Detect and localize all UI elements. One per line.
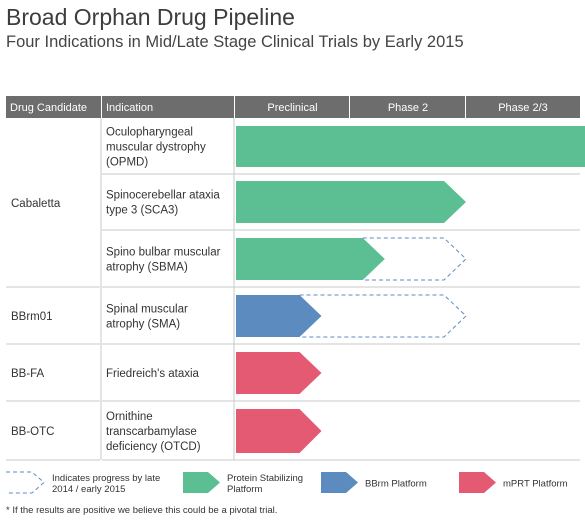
indication-label: Friedreich's ataxia [106,368,200,380]
legend-protein-label: Protein Stabilizing Platform [227,473,303,495]
legend-protein-icon [183,472,220,493]
column-header-2: Preclinical [267,102,317,114]
indication-label: Ornithine transcarbamylase deficiency (OTC… [106,411,201,453]
indication-label: Spinal muscular atrophy (SMA) [106,304,188,331]
footnote: * If the results are positive we believe… [6,505,278,516]
progress-arrow [236,295,322,337]
legend-mprt-icon [459,472,496,493]
drug-candidate-label: BB-OTC [11,426,54,438]
header-cell-2 [235,96,349,118]
legend-progress-label: Indicates progress by late 2014 / early 2… [52,473,160,495]
column-header-3: Phase 2 [388,102,428,114]
legend-bbrm-icon [321,472,358,493]
legend-progress-icon [6,471,45,494]
header-cell-0 [6,96,101,118]
indication-label: Oculopharyngeal muscular dystrophy (OPMD) [106,127,206,169]
expected-progress-outline [362,237,467,281]
header-cell-4 [466,96,580,118]
expected-progress-outline [299,294,467,338]
column-header-4: Phase 2/3 [498,102,548,114]
legend-bbrm-label: BBrm Platform [365,479,427,490]
progress-arrow [236,352,322,394]
page-title: Broad Orphan Drug Pipeline [6,4,295,30]
page-subtitle: Four Indications in Mid/Late Stage Clini… [6,33,464,51]
column-header-0: Drug Candidate [10,102,87,114]
legend-mprt-label: mPRT Platform [503,479,568,490]
header-cell-1 [102,96,234,118]
drug-candidate-label: Cabaletta [11,198,61,210]
progress-arrow [236,409,322,453]
progress-arrow [236,126,585,167]
progress-arrow [236,238,385,280]
drug-candidate-label: BB-FA [11,368,45,380]
header-cell-3 [350,96,465,118]
indication-label: Spino bulbar muscular atrophy (SBMA) [106,247,221,274]
column-header-1: Indication [106,102,153,114]
indication-label: Spinocerebellar ataxia type 3 (SCA3) [106,190,220,217]
progress-arrow [236,181,466,223]
drug-candidate-label: BBrm01 [11,311,53,323]
